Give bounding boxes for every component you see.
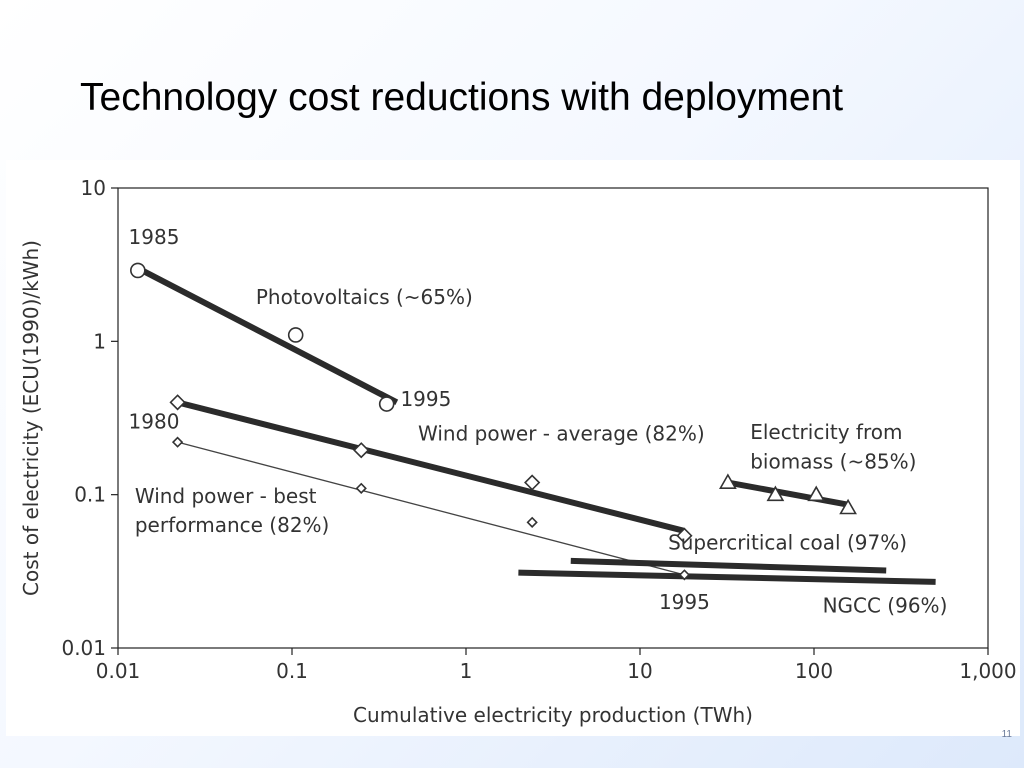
annotation-performance-82: performance (82%) <box>135 513 330 537</box>
x-tick-label: 0.1 <box>276 659 308 683</box>
x-tick-label: 10 <box>627 659 652 683</box>
wind-power-best-performance-82-point <box>526 516 538 528</box>
photovoltaics-65-point <box>378 396 395 412</box>
x-tick-label: 1 <box>460 659 473 683</box>
photovoltaics-65-line <box>136 265 399 406</box>
y-axis-label: Cost of electricity (ECU(1990)/kWh) <box>19 240 43 596</box>
annotation-supercritical-coal-97: Supercritical coal (97%) <box>668 530 907 554</box>
annotation-1995: 1995 <box>400 387 451 411</box>
slide-title: Technology cost reductions with deployme… <box>80 76 844 119</box>
wind-power-best-performance-82-point <box>678 569 691 581</box>
wind-power-average-82-point <box>353 442 370 459</box>
annotation-wind-power-average-82: Wind power - average (82%) <box>418 422 705 446</box>
photovoltaics-65-point <box>287 327 304 343</box>
electricity-from-biomass-85-line <box>727 479 849 508</box>
page-number: 11 <box>1001 729 1012 740</box>
axis-ticks: 0.01 0.1 1 10 100 1,000 0.01 0.1 1 10 <box>61 176 1016 683</box>
electricity-from-biomass-85-point <box>719 473 737 489</box>
y-tick-label: 1 <box>93 329 106 353</box>
electricity-from-biomass-85-point <box>807 485 826 502</box>
series-lines <box>136 265 936 585</box>
y-tick-label: 0.01 <box>61 636 106 660</box>
annotation-photovoltaics-65: Photovoltaics (~65%) <box>256 285 473 309</box>
wind-power-average-82-line <box>176 399 686 534</box>
wind-power-average-82-point <box>524 474 541 491</box>
wind-power-best-performance-82-point <box>355 482 367 494</box>
annotation-biomass-85: biomass (~85%) <box>750 450 916 474</box>
x-axis-label: Cumulative electricity production (TWh) <box>353 703 753 727</box>
y-tick-label: 10 <box>81 176 106 200</box>
supercritical-coal-97-line <box>570 557 887 574</box>
annotation-electricity-from: Electricity from <box>750 420 902 444</box>
chart-panel: 0.01 0.1 1 10 100 1,000 0.01 0.1 1 10 1985 Photovo… <box>6 160 1020 736</box>
wind-power-average-82-point <box>169 394 186 411</box>
annotation-1995: 1995 <box>659 590 710 614</box>
annotation-1985: 1985 <box>129 225 180 249</box>
photovoltaics-65-point <box>130 262 146 279</box>
annotation-1980: 1980 <box>129 410 180 434</box>
annotations: 1985 Photovoltaics (~65%) 1995 1980 Wind pow… <box>129 225 948 617</box>
x-tick-label: 100 <box>795 659 833 683</box>
ngcc-96-line <box>518 569 936 585</box>
wind-power-best-performance-82-point <box>171 436 184 448</box>
y-tick-label: 0.1 <box>74 483 106 507</box>
experience-curve-chart: 0.01 0.1 1 10 100 1,000 0.01 0.1 1 10 1985 Photovo… <box>19 176 1017 727</box>
wind-power-best-performance-82-line <box>177 441 685 576</box>
annotation-wind-power-best: Wind power - best <box>135 484 317 508</box>
electricity-from-biomass-85-point <box>766 485 785 502</box>
series-markers <box>130 262 857 581</box>
electricity-from-biomass-85-point <box>839 498 857 515</box>
annotation-ngcc-96: NGCC (96%) <box>823 594 948 618</box>
plot-area-frame <box>117 187 989 649</box>
wind-power-average-82-point <box>676 527 693 544</box>
x-tick-label: 0.01 <box>96 659 141 683</box>
x-tick-label: 1,000 <box>959 659 1016 683</box>
